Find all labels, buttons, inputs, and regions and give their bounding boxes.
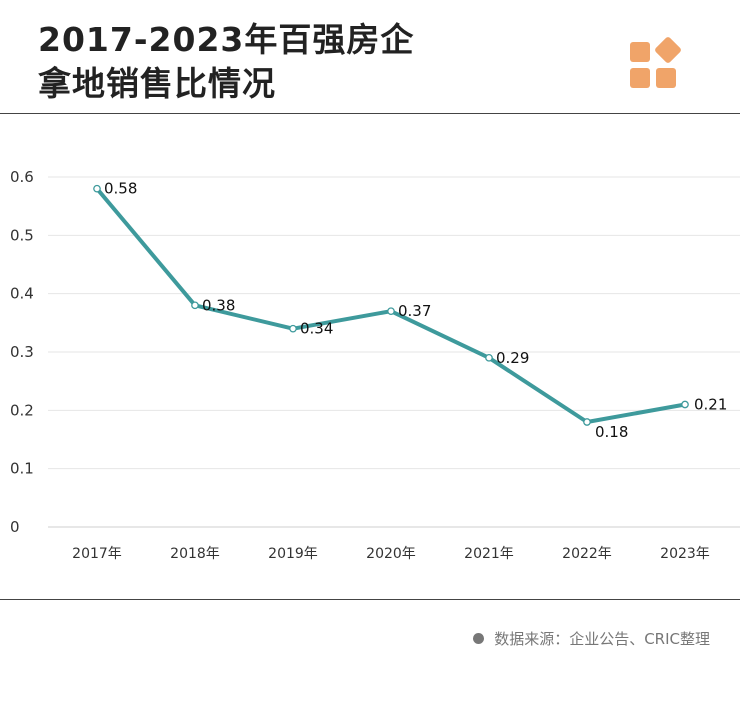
data-label: 0.34 — [300, 320, 333, 338]
series-line — [95, 186, 687, 424]
x-tick-label: 2018年 — [170, 546, 220, 562]
y-tick-label: 0 — [10, 518, 20, 536]
y-tick-label: 0.4 — [10, 285, 34, 303]
data-label: 0.29 — [496, 349, 529, 367]
brand-logo-icon — [628, 35, 683, 92]
logo-tile-top-left — [630, 42, 650, 62]
y-tick-label: 0.2 — [10, 401, 34, 419]
logo-tile-bottom-left — [630, 68, 650, 88]
chart-title: 2017-2023年百强房企 拿地销售比情况 — [38, 18, 414, 106]
data-point — [191, 301, 199, 310]
line-chart: 0 0.1 0.2 0.3 0.4 0.5 0.6 2017年 2018年 2019年 2020年 2… — [10, 168, 740, 562]
data-label: 0.21 — [694, 396, 727, 414]
x-tick-label: 2019年 — [268, 546, 318, 562]
source-note: 数据来源：企业公告、CRIC整理 — [473, 628, 710, 649]
footer-divider — [0, 599, 740, 600]
x-tick-label: 2020年 — [366, 546, 416, 562]
data-label: 0.18 — [595, 423, 628, 441]
logo-tile-top-right — [653, 35, 683, 65]
logo-tile-bottom-right — [656, 68, 676, 88]
x-tick-label: 2022年 — [562, 546, 612, 562]
y-tick-label: 0.1 — [10, 460, 34, 478]
x-tick-label: 2023年 — [660, 546, 710, 562]
x-tick-label: 2017年 — [72, 546, 122, 562]
title-line-2: 拿地销售比情况 — [38, 64, 276, 103]
data-point — [93, 184, 101, 193]
data-point — [681, 400, 689, 409]
y-tick-label: 0.5 — [10, 226, 34, 244]
data-point — [583, 418, 591, 426]
x-tick-label: 2021年 — [464, 546, 514, 562]
data-point — [387, 307, 395, 316]
data-point — [485, 353, 493, 362]
y-tick-label: 0.6 — [10, 168, 34, 186]
data-label: 0.58 — [104, 180, 137, 198]
source-bullet-icon — [473, 633, 485, 644]
source-text: 数据来源：企业公告、CRIC整理 — [494, 630, 710, 648]
title-line-1: 2017-2023年百强房企 — [38, 20, 415, 59]
y-tick-label: 0.3 — [10, 343, 34, 361]
header-divider — [0, 113, 740, 114]
data-label: 0.38 — [202, 296, 235, 314]
data-point — [289, 324, 297, 333]
data-label: 0.37 — [398, 302, 431, 320]
